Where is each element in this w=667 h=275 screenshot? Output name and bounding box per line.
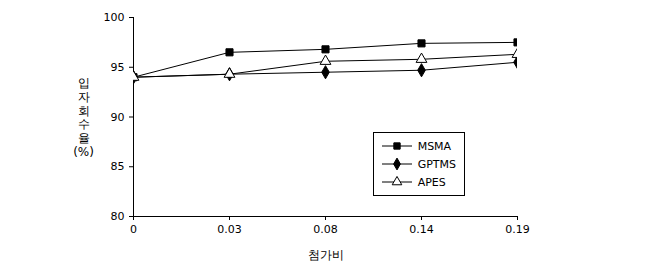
svg-text:85: 85: [111, 160, 125, 173]
svg-text:0.08: 0.08: [313, 223, 338, 236]
svg-text:0.14: 0.14: [409, 223, 434, 236]
html-text:MSMA: MSMA: [417, 139, 452, 153]
svg-text:0: 0: [130, 223, 137, 236]
svg-text:0.19: 0.19: [505, 223, 530, 236]
svg-text:95: 95: [111, 61, 125, 74]
svg-text:100: 100: [104, 11, 125, 24]
html-text:APES: APES: [417, 175, 446, 189]
svg-text:0.03: 0.03: [217, 223, 242, 236]
svg-text:90: 90: [111, 111, 125, 124]
html-text:GPTMS: GPTMS: [417, 157, 456, 171]
svg-text:첨가비: 첨가비: [308, 248, 344, 262]
svg-text:80: 80: [111, 210, 125, 223]
svg-text:입자회수율(%): 입자회수율(%): [73, 76, 94, 159]
